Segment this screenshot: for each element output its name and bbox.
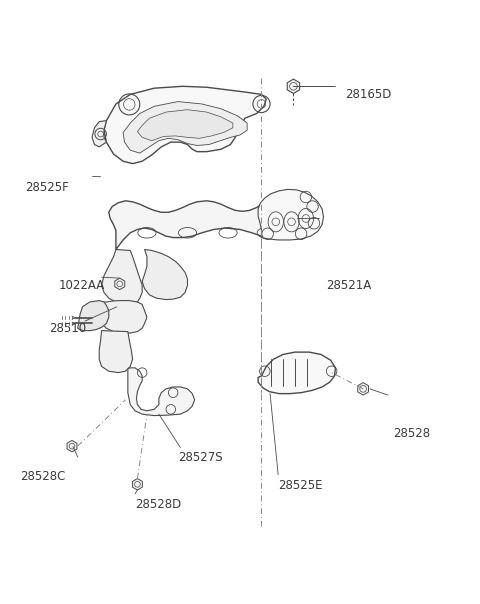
Polygon shape: [137, 110, 233, 141]
Polygon shape: [142, 249, 188, 300]
Text: 28528D: 28528D: [135, 498, 181, 512]
Text: 28528C: 28528C: [21, 470, 66, 483]
Polygon shape: [104, 86, 266, 164]
Text: 28527S: 28527S: [178, 451, 223, 464]
Text: 28165D: 28165D: [345, 88, 391, 101]
Polygon shape: [132, 478, 143, 490]
Polygon shape: [128, 368, 195, 416]
Polygon shape: [102, 249, 142, 304]
Polygon shape: [92, 121, 107, 147]
Polygon shape: [258, 352, 336, 394]
Text: 28521A: 28521A: [326, 279, 371, 292]
Polygon shape: [109, 196, 300, 249]
Polygon shape: [358, 383, 369, 395]
Polygon shape: [287, 79, 300, 94]
Text: 28528: 28528: [393, 427, 430, 440]
Polygon shape: [99, 330, 132, 373]
Polygon shape: [115, 278, 125, 289]
Polygon shape: [258, 190, 324, 240]
Polygon shape: [78, 301, 109, 330]
Text: 28510: 28510: [49, 322, 86, 335]
Text: 1022AA: 1022AA: [59, 279, 105, 292]
Polygon shape: [99, 301, 147, 333]
Polygon shape: [123, 101, 247, 153]
Text: 28525E: 28525E: [278, 479, 323, 492]
Polygon shape: [67, 440, 77, 452]
Text: 28525F: 28525F: [25, 181, 69, 194]
